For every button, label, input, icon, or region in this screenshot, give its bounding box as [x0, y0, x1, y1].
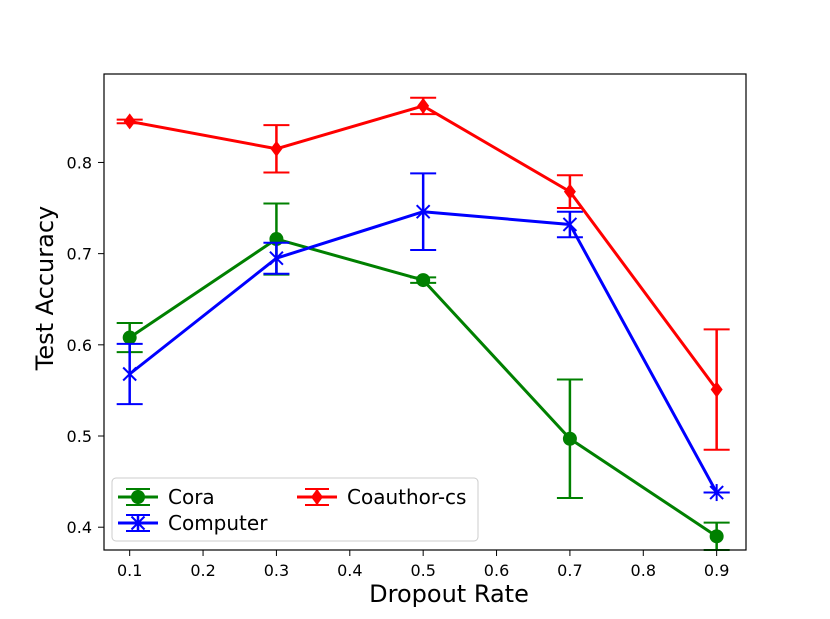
y-tick-label: 0.4: [67, 518, 92, 537]
series-computer: [116, 172, 730, 502]
data-point: [269, 249, 284, 267]
legend-label: Computer: [168, 511, 268, 535]
data-point: [562, 215, 578, 233]
legend-label: Cora: [168, 485, 215, 509]
y-tick-label: 0.6: [67, 336, 92, 355]
legend-item-cora: Cora: [118, 485, 215, 509]
x-tick-label: 0.3: [264, 561, 289, 580]
series-layer: [116, 96, 730, 551]
x-tick-label: 0.7: [557, 561, 582, 580]
data-point: [563, 183, 576, 200]
data-point: [270, 140, 283, 157]
legend-box: [111, 477, 479, 542]
data-point: [416, 273, 431, 288]
legend-item-coauthor-cs: Coauthor-cs: [297, 485, 466, 509]
legend-item-computer: Computer: [118, 511, 268, 535]
legend-marker: [311, 489, 323, 505]
x-tick-label: 0.5: [410, 561, 435, 580]
data-point: [710, 381, 723, 398]
y-axis-ticks: 0.4 0.5 0.6 0.7 0.8: [67, 153, 104, 537]
x-tick-label: 0.4: [337, 561, 362, 580]
x-tick-label: 0.8: [631, 561, 656, 580]
x-tick-label: 0.1: [117, 561, 142, 580]
data-point: [562, 431, 577, 446]
legend-marker: [130, 514, 146, 532]
y-axis-title: Test Accuracy: [31, 206, 59, 371]
x-axis-ticks: 0.1 0.2 0.3 0.4 0.5 0.6 0.7 0.8 0.9: [117, 550, 729, 580]
data-point: [709, 484, 724, 502]
y-tick-label: 0.8: [67, 153, 92, 172]
series-cora: [116, 202, 730, 551]
y-tick-label: 0.5: [67, 427, 92, 446]
data-point: [709, 529, 724, 544]
data-point: [415, 203, 431, 221]
legend-marker: [131, 490, 145, 504]
legend-label: Coauthor-cs: [347, 485, 466, 509]
data-point: [122, 365, 137, 383]
plot-frame: [103, 73, 747, 551]
data-point: [123, 113, 136, 130]
x-tick-label: 0.9: [704, 561, 729, 580]
y-tick-label: 0.7: [67, 245, 92, 264]
x-tick-label: 0.6: [484, 561, 509, 580]
x-axis-title: Dropout Rate: [369, 580, 529, 608]
data-point: [122, 330, 137, 345]
data-point: [417, 97, 430, 114]
series-coauthor-cs: [116, 96, 730, 451]
x-tick-label: 0.2: [190, 561, 215, 580]
